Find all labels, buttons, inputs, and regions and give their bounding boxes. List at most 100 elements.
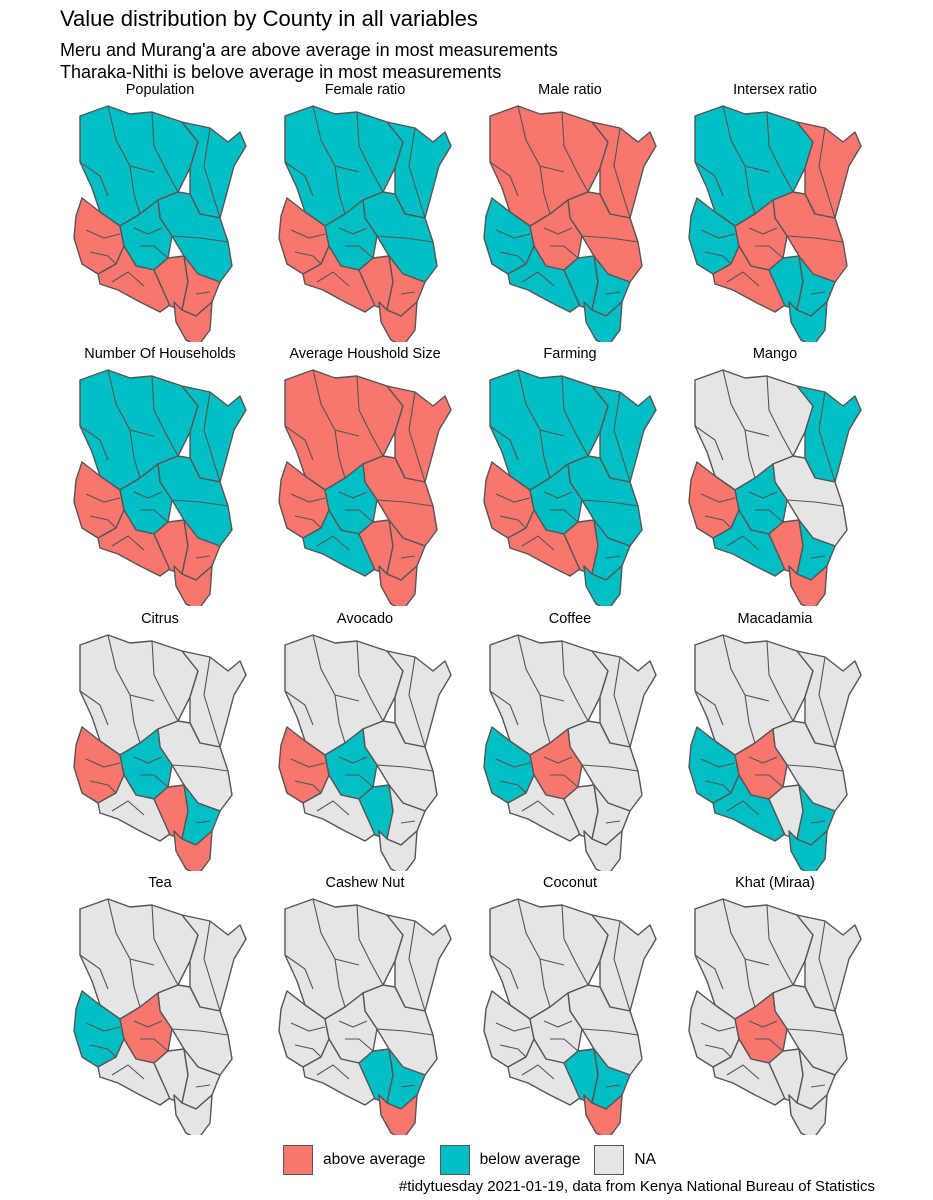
county-group-northeast: [591, 650, 657, 748]
county-border: [312, 898, 360, 966]
county-border: [517, 898, 565, 966]
kenya-map: [688, 634, 862, 871]
county-border: [755, 1038, 784, 1052]
county-border: [810, 1084, 826, 1088]
panel-title: Mango: [752, 346, 798, 362]
county-border: [294, 780, 322, 794]
county-border: [334, 958, 346, 1008]
county-border: [171, 764, 229, 772]
legend-swatch-above: [283, 1145, 313, 1175]
county-border: [85, 1022, 121, 1032]
county-border: [495, 758, 531, 768]
county-border: [521, 1064, 555, 1080]
county-border: [495, 1022, 531, 1032]
chart-subtitle-line-2: Tharaka-Nithi is belove average in most …: [60, 62, 502, 82]
county-border: [495, 493, 531, 503]
kenya-map: [483, 105, 657, 342]
county-border: [408, 656, 426, 748]
county-border: [810, 555, 826, 559]
county-border: [89, 251, 117, 265]
county-group-coastsouth: [173, 565, 213, 606]
county-group-northeast: [796, 914, 862, 1012]
county-border: [489, 425, 519, 461]
panel-title: Coffee: [548, 611, 592, 627]
county-border: [334, 165, 346, 215]
county-border: [203, 127, 221, 219]
legend-label-below: below average: [479, 1151, 581, 1168]
county-border: [111, 1064, 145, 1080]
chart-subtitle-line-1: Meru and Murang'a are above average in m…: [60, 40, 558, 60]
county-border: [107, 105, 155, 173]
county-border: [408, 391, 426, 483]
county-border: [294, 515, 322, 529]
county-border: [613, 391, 631, 483]
county-border: [316, 800, 350, 816]
kenya-map: [278, 898, 452, 1135]
county-border: [151, 375, 179, 457]
county-border: [89, 515, 117, 529]
kenya-map: [688, 369, 862, 606]
county-border: [356, 111, 384, 193]
map-panel: Avocado: [265, 611, 465, 871]
county-border: [338, 1020, 368, 1028]
county-border: [400, 291, 416, 295]
county-border: [543, 1020, 573, 1028]
county-border: [517, 369, 565, 437]
kenya-map: [483, 369, 657, 606]
county-border: [539, 694, 551, 744]
county-border: [312, 105, 360, 173]
legend-item-above: above average: [283, 1145, 426, 1175]
county-border: [818, 127, 836, 219]
county-border: [786, 1028, 844, 1036]
county-border: [376, 764, 434, 772]
map-panel: Tea: [60, 875, 260, 1135]
county-border: [605, 820, 621, 824]
county-border: [786, 499, 844, 507]
county-border: [722, 369, 770, 437]
map-panel: Coffee: [470, 611, 670, 871]
panel-title: Avocado: [336, 611, 394, 627]
county-border: [704, 1044, 732, 1058]
map-panel: Farming: [470, 346, 670, 606]
county-border: [290, 229, 326, 239]
map-panel: Coconut: [470, 875, 670, 1135]
county-border: [316, 1064, 350, 1080]
county-border: [284, 954, 314, 990]
county-group-northeast: [181, 650, 247, 748]
county-group-northeast: [386, 914, 452, 1012]
county-border: [356, 640, 384, 722]
county-border: [818, 391, 836, 483]
county-group-northeast: [591, 914, 657, 1012]
kenya-map: [278, 369, 452, 606]
county-group-coastsouth: [788, 301, 828, 342]
county-border: [499, 1044, 527, 1058]
county-border: [543, 491, 573, 499]
county-border: [400, 820, 416, 824]
county-border: [133, 756, 163, 764]
county-border: [79, 690, 109, 726]
county-border: [694, 161, 724, 197]
county-border: [550, 509, 579, 523]
county-border: [400, 555, 416, 559]
county-border: [203, 656, 221, 748]
chart-title: Value distribution by County in all vari…: [60, 6, 478, 31]
kenya-map: [278, 105, 452, 342]
kenya-map: [483, 634, 657, 871]
county-border: [111, 535, 145, 551]
panel-title: Macadamia: [737, 611, 813, 627]
county-border: [755, 774, 784, 788]
county-border: [79, 161, 109, 197]
county-border: [195, 555, 211, 559]
county-border: [290, 758, 326, 768]
county-border: [89, 780, 117, 794]
county-border: [400, 1084, 416, 1088]
county-border: [818, 656, 836, 748]
county-group-northeast: [591, 121, 657, 219]
county-border: [284, 425, 314, 461]
county-border: [613, 920, 631, 1012]
county-group-coastsouth: [788, 565, 828, 606]
map-panel: Khat (Miraa): [675, 875, 875, 1135]
county-group-coastsouth: [378, 1094, 418, 1135]
county-border: [722, 105, 770, 173]
map-panel: Mango: [675, 346, 875, 606]
